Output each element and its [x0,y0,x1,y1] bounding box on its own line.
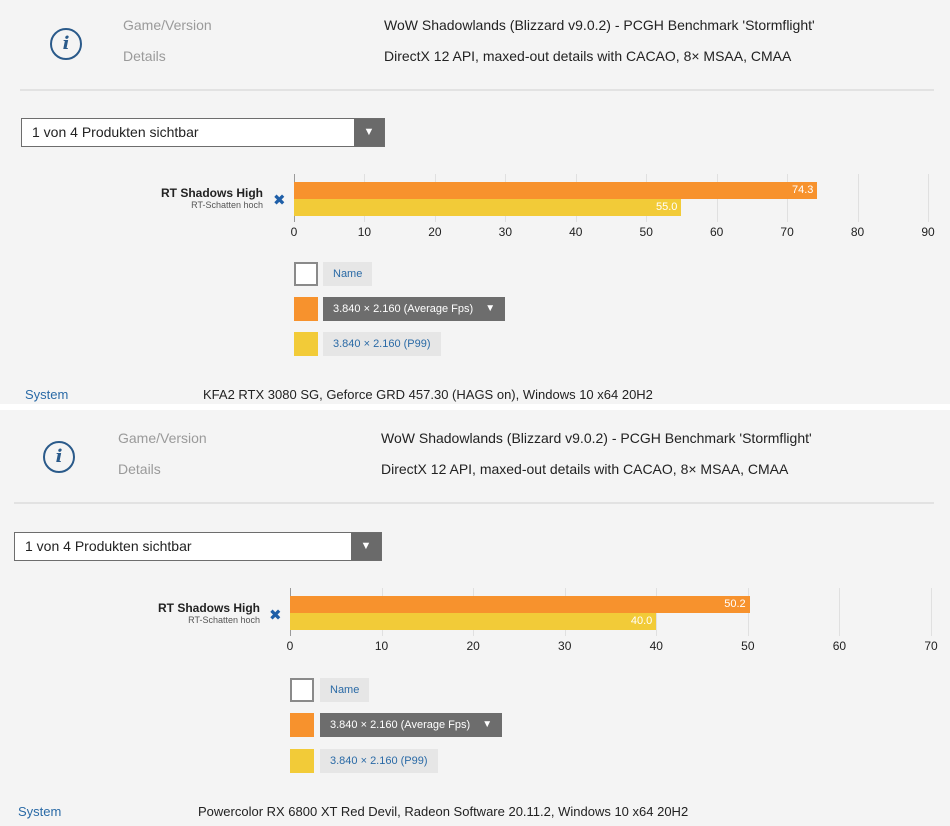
legend-avg-swatch[interactable] [294,297,318,321]
details-value: DirectX 12 API, maxed-out details with C… [384,48,792,64]
game-version-value: WoW Shadowlands (Blizzard v9.0.2) - PCGH… [381,430,812,446]
dropdown-text: 1 von 4 Produkten sichtbar [32,124,199,140]
bar-value-label: 40.0 [630,615,653,627]
bar-p99[interactable]: 40.0 [290,613,657,630]
x-tick-label: 90 [921,225,935,239]
x-tick-label: 80 [850,225,865,239]
x-tick-label: 70 [924,639,938,653]
legend-avg-dropdown[interactable]: 3.840 × 2.160 (Average Fps) ▼ [320,713,503,737]
triangle-down-icon: ▼ [485,303,496,314]
x-tick-label: 20 [428,225,442,239]
legend-avg-label: 3.840 × 2.160 (Average Fps) [333,303,474,315]
gridline [857,174,859,222]
x-tick-label: 30 [498,225,512,239]
bar-value-label: 50.2 [724,598,746,610]
bar-average-fps[interactable]: 74.3 [294,182,818,199]
gridline [928,174,929,222]
system-value: KFA2 RTX 3080 SG, Geforce GRD 457.30 (HA… [203,387,653,402]
x-tick-label: 50 [741,639,755,653]
close-x-icon[interactable]: ✖ [273,192,286,209]
benchmark-name: RT Shadows High [158,601,260,615]
x-tick-label: 10 [357,225,372,239]
bar-chart: 50.2 40.0 [290,588,932,636]
details-label: Details [118,461,161,477]
bar-value-label: 74.3 [791,184,814,196]
x-tick-label: 40 [649,639,663,653]
bar-value-label: 55.0 [656,201,678,213]
triangle-down-icon[interactable]: ▼ [351,533,381,560]
benchmark-panel-2: i Game/Version WoW Shadowlands (Blizzard… [0,410,950,826]
benchmark-name: RT Shadows High [161,186,263,200]
legend-p99-swatch[interactable] [290,749,314,773]
legend-p99-swatch[interactable] [294,332,318,356]
info-icon: i [50,28,82,60]
x-tick-label: 0 [286,639,294,653]
benchmark-label: RT Shadows High RT-Schatten hoch [161,186,263,210]
game-version-label: Game/Version [123,17,212,33]
product-filter-dropdown[interactable]: 1 von 4 Produkten sichtbar ▼ [14,532,382,561]
system-value: Powercolor RX 6800 XT Red Devil, Radeon … [198,804,689,819]
gridline [931,588,932,636]
triangle-down-icon[interactable]: ▼ [354,119,384,146]
benchmark-panel-1: i Game/Version WoW Shadowlands (Blizzard… [0,0,950,404]
divider [14,502,934,504]
bar-average-fps[interactable]: 50.2 [290,596,750,613]
info-icon: i [43,441,75,473]
x-tick-label: 30 [558,639,572,653]
gridline [839,588,841,636]
legend-p99-label[interactable]: 3.840 × 2.160 (P99) [323,332,441,356]
triangle-down-icon: ▼ [482,719,493,730]
divider [20,89,934,91]
system-label[interactable]: System [18,804,62,819]
benchmark-subname: RT-Schatten hoch [191,200,263,210]
x-tick-label: 60 [709,225,724,239]
bar-p99[interactable]: 55.0 [294,199,682,216]
dropdown-text: 1 von 4 Produkten sichtbar [25,538,192,554]
legend-name-checkbox[interactable] [290,678,314,702]
legend-avg-swatch[interactable] [290,713,314,737]
x-tick-label: 10 [374,639,389,653]
x-tick-label: 60 [832,639,847,653]
game-version-value: WoW Shadowlands (Blizzard v9.0.2) - PCGH… [384,17,815,33]
x-tick-label: 50 [639,225,653,239]
legend-avg-label: 3.840 × 2.160 (Average Fps) [330,719,471,731]
x-tick-label: 40 [569,225,583,239]
benchmark-subname: RT-Schatten hoch [188,615,260,625]
benchmark-label: RT Shadows High RT-Schatten hoch [158,601,260,625]
product-filter-dropdown[interactable]: 1 von 4 Produkten sichtbar ▼ [21,118,385,147]
legend-name-label[interactable]: Name [323,262,373,286]
x-tick-label: 70 [780,225,794,239]
bar-chart: 74.3 55.0 [294,174,929,222]
x-tick-label: 20 [466,639,480,653]
game-version-label: Game/Version [118,430,207,446]
legend-name-checkbox[interactable] [294,262,318,286]
system-label[interactable]: System [25,387,69,402]
details-label: Details [123,48,166,64]
legend-p99-label[interactable]: 3.840 × 2.160 (P99) [320,749,438,773]
close-x-icon[interactable]: ✖ [269,607,282,624]
x-tick-label: 0 [290,225,298,239]
legend-avg-dropdown[interactable]: 3.840 × 2.160 (Average Fps) ▼ [323,297,506,321]
legend-name-label[interactable]: Name [320,678,370,702]
details-value: DirectX 12 API, maxed-out details with C… [381,461,789,477]
